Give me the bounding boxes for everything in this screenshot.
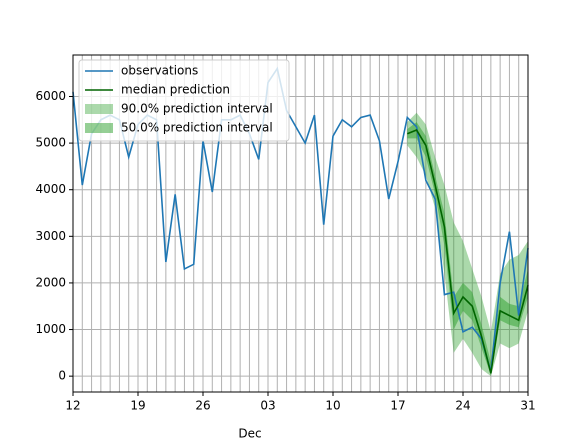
legend-box (78, 59, 290, 142)
x-tick-label: 10 (325, 399, 340, 413)
x-tick-label: 26 (195, 399, 210, 413)
x-tick-label: 12 (65, 399, 80, 413)
legend-label: observations (121, 64, 198, 78)
x-tick-label: 17 (390, 399, 405, 413)
x-tick-label: 03 (260, 399, 275, 413)
legend-swatch (85, 123, 113, 133)
y-tick-label: 3000 (35, 229, 66, 243)
y-tick-label: 2000 (35, 275, 66, 289)
plot-frame (72, 54, 529, 393)
legend-swatch (85, 104, 113, 114)
legend: observations median prediction 90.0% predi… (78, 59, 290, 142)
series-line (406, 129, 529, 374)
y-tick-label: 1000 (35, 322, 66, 336)
y-tick-label: 5000 (35, 136, 66, 150)
y-tick-label: 0 (58, 369, 66, 383)
y-tick-label: 4000 (35, 182, 66, 196)
y-tick-label: 6000 (35, 89, 66, 103)
prediction-interval (407, 122, 528, 376)
x-tick-label: 19 (130, 399, 145, 413)
x-tick-label: 31 (520, 399, 535, 413)
x-tick-label: 24 (455, 399, 470, 413)
legend-label: median prediction (121, 83, 230, 97)
legend-label: 50.0% prediction interval (121, 121, 273, 135)
month-label: Dec (238, 427, 261, 440)
legend-label: 90.0% prediction interval (121, 102, 273, 116)
